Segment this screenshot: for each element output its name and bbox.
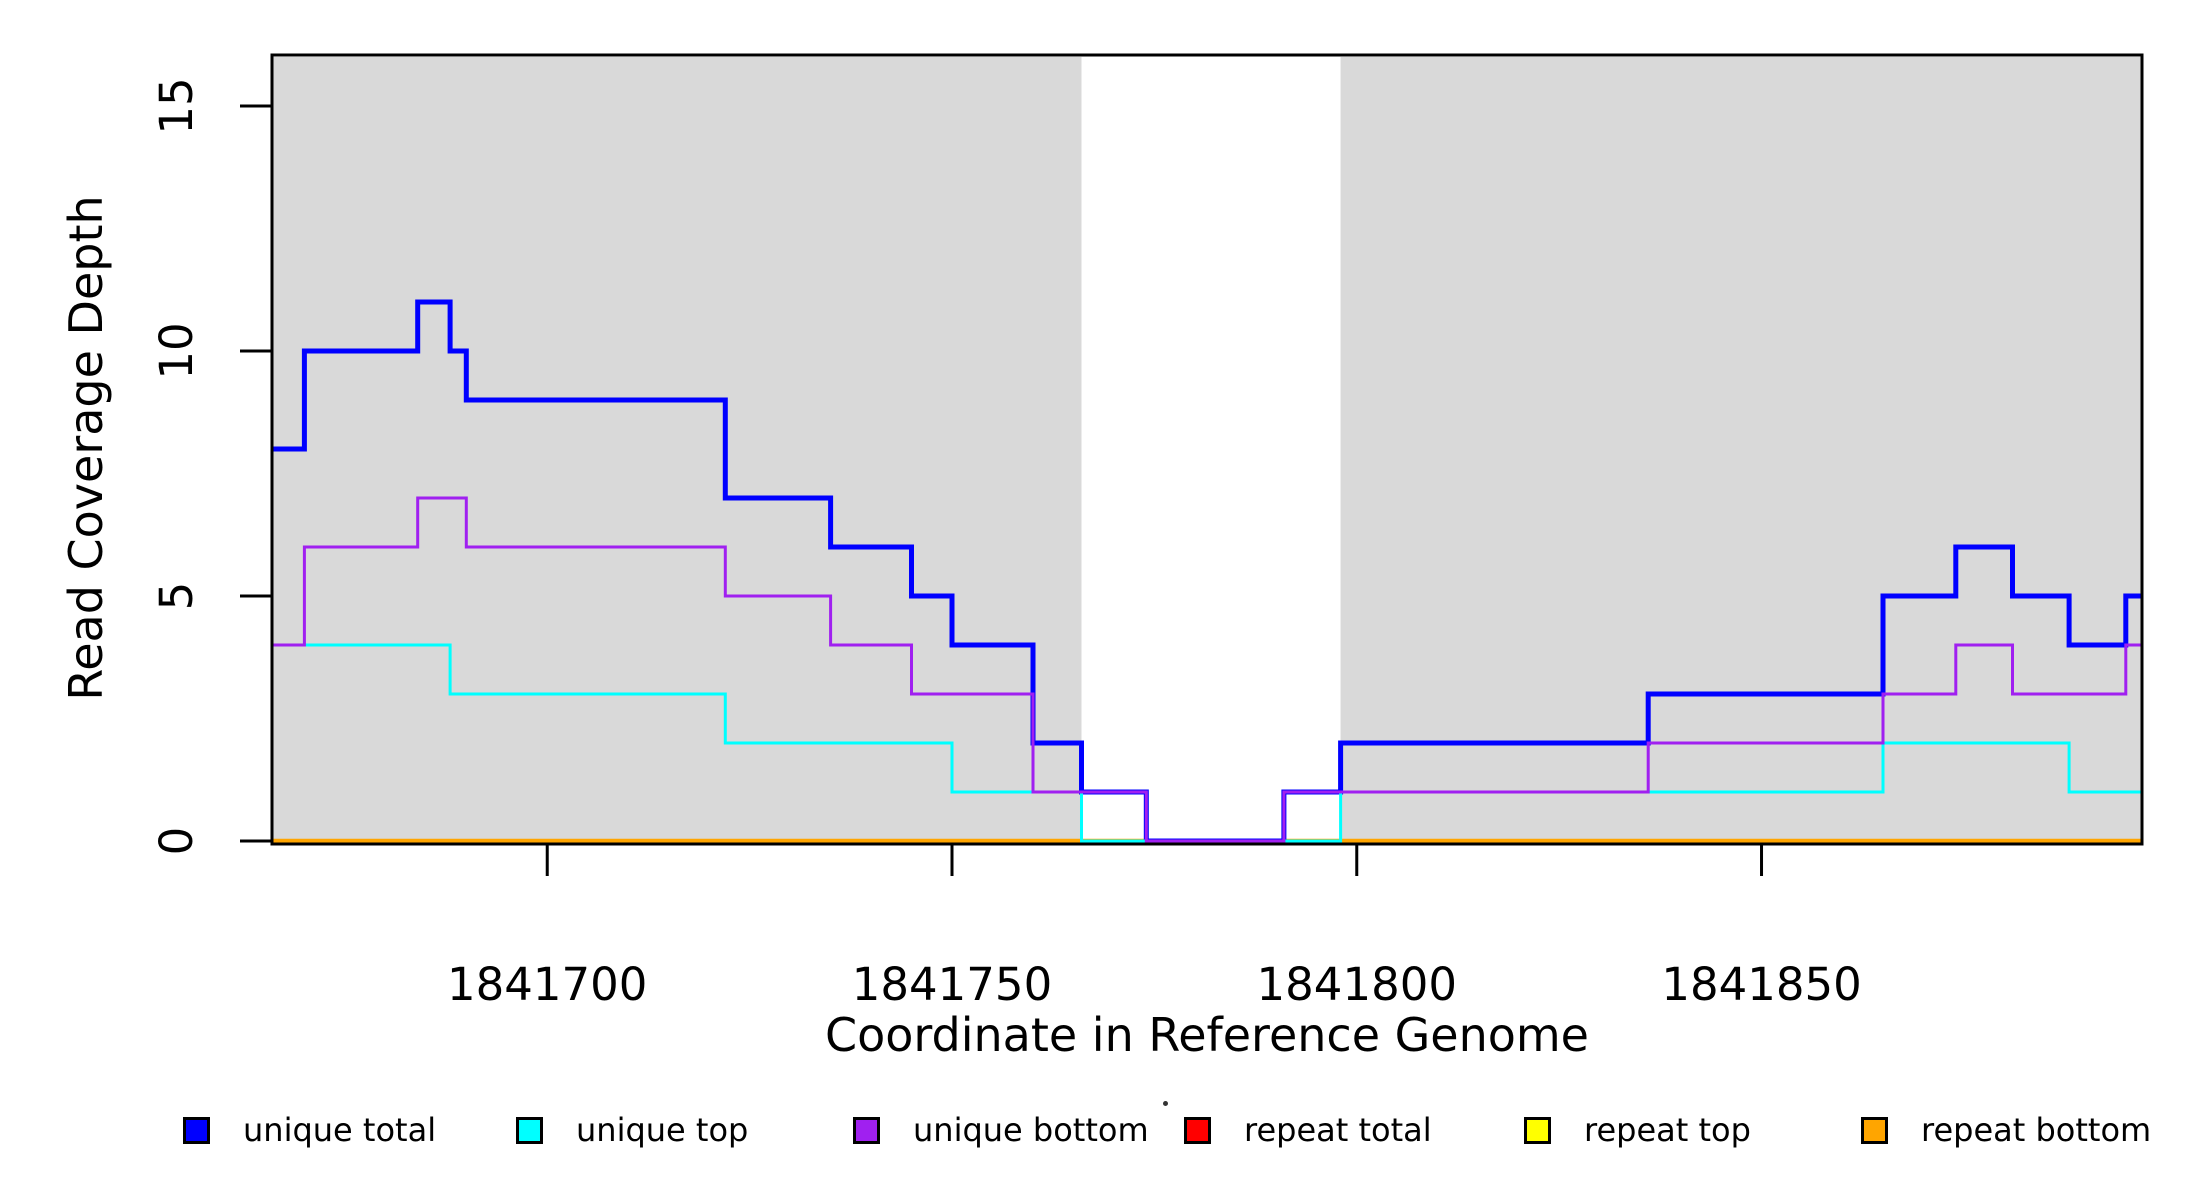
legend-label: repeat top [1584,1111,1751,1149]
series-unique-top [272,643,2142,843]
plot-box [270,53,2144,846]
shaded-region-shaded-left [272,57,1082,841]
stray-dot-artifact [1163,1101,1168,1106]
x-tick-label: 1841800 [1257,958,1457,1011]
repeat-top-swatch-icon [1524,1116,1551,1144]
x-axis-title: Coordinate in Reference Genome [825,1008,1589,1062]
legend-entry-repeat-bottom: repeat bottom [1861,1112,2151,1148]
unique-bottom-swatch-icon [853,1116,880,1144]
unique-total-swatch-icon [183,1116,210,1144]
y-axis-title: Read Coverage Depth [59,195,113,701]
legend-entry-repeat-top: repeat top [1524,1112,1751,1148]
legend-entry-unique-top: unique top [516,1112,748,1148]
y-tick-label: 5 [150,582,203,611]
legend-label: unique total [243,1111,437,1149]
legend-entry-unique-bottom: unique bottom [853,1112,1149,1148]
unique-top-swatch-icon [516,1116,543,1144]
shaded-region-shaded-right [1340,57,2142,841]
legend-entry-unique-total: unique total [183,1112,436,1148]
series-unique-total [272,299,2142,844]
x-tick-label: 1841700 [447,958,647,1011]
x-tick-label: 1841750 [852,958,1052,1011]
series-unique-bottom [272,496,2142,843]
legend-entry-repeat-total: repeat total [1184,1112,1432,1148]
legend-label: unique bottom [913,1111,1149,1149]
y-tick-label: 10 [150,322,203,379]
repeat-bottom-swatch-icon [1861,1116,1888,1144]
x-tick-label: 1841850 [1661,958,1861,1011]
legend-label: repeat bottom [1921,1111,2152,1149]
repeat-total-swatch-icon [1184,1116,1211,1144]
legend-label: repeat total [1244,1111,1432,1149]
y-tick-label: 15 [150,77,203,134]
legend-label: unique top [576,1111,749,1149]
y-tick-label: 0 [150,827,203,856]
